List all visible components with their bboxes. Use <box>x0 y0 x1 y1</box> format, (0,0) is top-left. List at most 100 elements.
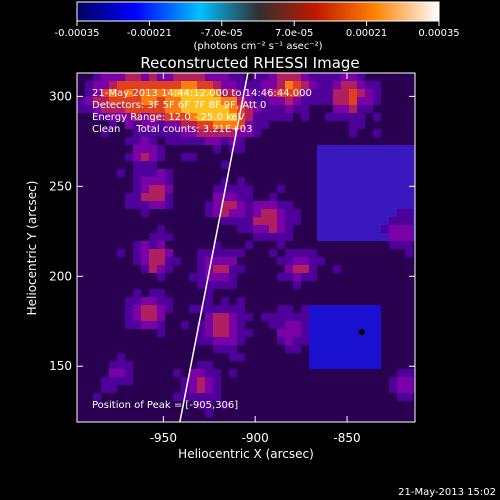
image-pixel <box>125 289 133 297</box>
image-pixel <box>397 249 405 257</box>
image-pixel <box>389 217 397 225</box>
image-pixel <box>173 401 181 409</box>
image-pixel <box>389 153 397 161</box>
image-pixel <box>245 305 253 313</box>
image-pixel <box>109 225 117 233</box>
image-pixel <box>261 89 269 97</box>
image-pixel <box>157 417 165 422</box>
image-pixel <box>125 393 133 401</box>
image-pixel <box>101 225 109 233</box>
image-pixel <box>93 89 101 97</box>
image-pixel <box>389 233 397 241</box>
image-pixel <box>221 81 229 89</box>
image-pixel <box>389 177 397 185</box>
image-pixel <box>413 185 415 193</box>
image-pixel <box>325 401 333 409</box>
image-pixel <box>197 385 205 393</box>
image-pixel <box>405 161 413 169</box>
image-pixel <box>229 297 237 305</box>
image-pixel <box>325 129 333 137</box>
image-pixel <box>213 417 221 422</box>
image-pixel <box>157 169 165 177</box>
image-pixel <box>277 345 285 353</box>
image-pixel <box>261 257 269 265</box>
image-pixel <box>285 225 293 233</box>
image-pixel <box>213 289 221 297</box>
image-pixel <box>357 113 365 121</box>
image-pixel <box>293 361 301 369</box>
image-pixel <box>133 161 141 169</box>
image-pixel <box>93 201 101 209</box>
image-pixel <box>349 241 357 249</box>
image-pixel <box>149 137 157 145</box>
image-pixel <box>413 361 415 369</box>
image-pixel <box>133 153 141 161</box>
image-pixel <box>261 161 269 169</box>
image-pixel <box>165 209 173 217</box>
image-pixel <box>405 249 413 257</box>
image-pixel <box>125 265 133 273</box>
image-pixel <box>117 81 125 89</box>
image-pixel <box>221 169 229 177</box>
image-pixel <box>293 329 301 337</box>
image-pixel <box>325 265 333 273</box>
image-pixel <box>301 369 309 377</box>
image-pixel <box>381 161 389 169</box>
image-pixel <box>133 129 141 137</box>
image-pixel <box>85 369 93 377</box>
image-pixel <box>389 377 397 385</box>
image-pixel <box>77 369 85 377</box>
image-pixel <box>381 297 389 305</box>
image-pixel <box>141 241 149 249</box>
image-pixel <box>285 345 293 353</box>
plot-title: Reconstructed RHESSI Image <box>140 54 359 72</box>
image-pixel <box>229 225 237 233</box>
image-pixel <box>197 321 205 329</box>
image-pixel <box>109 289 117 297</box>
image-pixel <box>101 105 109 113</box>
image-pixel <box>141 297 149 305</box>
image-pixel <box>237 401 245 409</box>
image-pixel <box>341 337 349 345</box>
image-pixel <box>181 113 189 121</box>
image-pixel <box>341 417 349 422</box>
image-pixel <box>77 113 85 121</box>
image-pixel <box>149 193 157 201</box>
image-pixel <box>85 193 93 201</box>
image-pixel <box>253 137 261 145</box>
image-pixel <box>229 241 237 249</box>
image-pixel <box>413 73 415 81</box>
image-pixel <box>221 193 229 201</box>
image-pixel <box>197 225 205 233</box>
image-pixel <box>389 353 397 361</box>
image-pixel <box>373 345 381 353</box>
image-pixel <box>269 217 277 225</box>
image-pixel <box>125 113 133 121</box>
image-pixel <box>93 113 101 121</box>
image-pixel <box>349 369 357 377</box>
image-pixel <box>149 113 157 121</box>
image-pixel <box>189 345 197 353</box>
image-pixel <box>125 185 133 193</box>
image-pixel <box>101 257 109 265</box>
image-pixel <box>221 401 229 409</box>
image-pixel <box>85 401 93 409</box>
image-pixel <box>285 313 293 321</box>
image-pixel <box>285 81 293 89</box>
image-pixel <box>373 217 381 225</box>
image-pixel <box>277 161 285 169</box>
image-pixel <box>357 257 365 265</box>
image-pixel <box>197 137 205 145</box>
image-pixel <box>213 305 221 313</box>
image-pixel <box>109 153 117 161</box>
image-pixel <box>293 73 301 81</box>
image-pixel <box>269 345 277 353</box>
image-pixel <box>405 305 413 313</box>
image-pixel <box>189 401 197 409</box>
image-pixel <box>317 369 325 377</box>
image-pixel <box>173 241 181 249</box>
image-pixel <box>181 153 189 161</box>
image-pixel <box>413 385 415 393</box>
image-pixel <box>381 313 389 321</box>
image-pixel <box>165 217 173 225</box>
